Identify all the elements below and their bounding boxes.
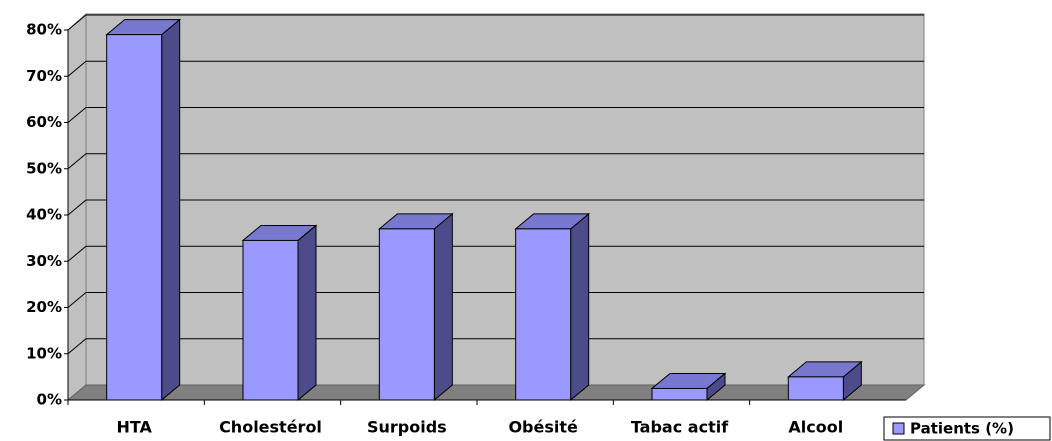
legend-swatch bbox=[892, 422, 905, 435]
y-tick-label: 10% bbox=[26, 344, 62, 362]
grid-line bbox=[67, 60, 924, 77]
grid-line bbox=[67, 153, 924, 170]
grid-line bbox=[67, 199, 924, 216]
x-tick-label: Tabac actif bbox=[631, 418, 729, 437]
y-tick-label: 60% bbox=[26, 113, 62, 131]
bar bbox=[378, 228, 435, 401]
grid-line bbox=[67, 338, 924, 355]
x-tick-label: Obésité bbox=[508, 418, 578, 437]
x-tick-label: Surpoids bbox=[367, 418, 447, 437]
y-tick-label: 40% bbox=[26, 206, 62, 224]
y-tick-label: 80% bbox=[26, 21, 62, 39]
bar-side bbox=[570, 212, 590, 402]
bar bbox=[515, 228, 572, 401]
bar bbox=[787, 376, 844, 401]
x-tick-label: Cholestérol bbox=[219, 418, 322, 437]
x-tick-label: HTA bbox=[116, 418, 152, 437]
grid-line bbox=[67, 292, 924, 308]
grid-line bbox=[67, 14, 924, 31]
y-tick-label: 30% bbox=[26, 252, 62, 270]
legend-box bbox=[883, 416, 1051, 441]
y-tick-label: 70% bbox=[26, 67, 62, 85]
bar-side bbox=[297, 224, 317, 402]
bar-side bbox=[433, 212, 453, 402]
bar bbox=[651, 387, 708, 401]
y-tick-label: 50% bbox=[26, 159, 62, 177]
x-tick-label: Alcool bbox=[788, 418, 843, 437]
y-tick-label: 20% bbox=[26, 298, 62, 316]
grid-line bbox=[67, 245, 924, 262]
bar-side bbox=[161, 18, 181, 402]
bar bbox=[106, 34, 163, 401]
y-tick-label: 0% bbox=[37, 391, 62, 409]
bar bbox=[242, 239, 299, 401]
legend-label: Patients (%) bbox=[910, 420, 1014, 438]
grid-line bbox=[67, 107, 924, 123]
